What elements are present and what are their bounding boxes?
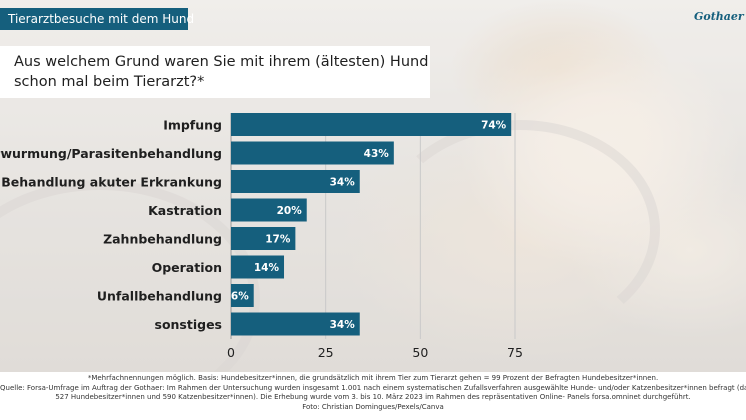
footer-notes: *Mehrfachnennungen möglich. Basis: Hunde… [0, 374, 746, 420]
question-line-1: Aus welchem Grund waren Sie mit ihrem (ä… [14, 54, 429, 70]
x-tick-label: 0 [227, 345, 235, 360]
bar [231, 227, 296, 250]
footer-source: Quelle: Forsa-Umfrage im Auftrag der Got… [0, 383, 746, 392]
category-label: Impfung [163, 118, 222, 133]
bar [231, 113, 512, 136]
category-label: Unfallbehandlung [97, 289, 222, 304]
footer-source-cont: 527 Hundebesitzer*innen und 590 Katzenbe… [55, 393, 691, 402]
data-label: 14% [254, 262, 280, 274]
category-label: Zahnbehandlung [103, 232, 222, 247]
question-line-2: schon mal beim Tierarzt?* [14, 74, 205, 90]
category-label: Operation [152, 260, 222, 275]
question-box: Aus welchem Grund waren Sie mit ihrem (ä… [0, 46, 430, 98]
bar [231, 141, 394, 165]
data-label: 34% [330, 319, 356, 331]
x-tick-label: 25 [318, 345, 334, 360]
bar [231, 312, 360, 336]
bar [231, 198, 307, 222]
data-label: 74% [481, 120, 507, 132]
category-label: sonstiges [155, 317, 223, 332]
data-label: 20% [277, 205, 303, 217]
category-label: Behandlung akuter Erkrankung [1, 175, 222, 190]
bar [231, 284, 254, 307]
x-tick-label: 50 [412, 345, 428, 360]
data-label: 43% [364, 148, 390, 160]
bar [231, 255, 285, 279]
category-label: Kastration [148, 203, 222, 218]
category-label: Entwurmung/Parasitenbehandlung [0, 146, 222, 161]
brand-logo: Gothaer [694, 10, 744, 23]
data-label: 6% [231, 291, 249, 303]
data-label: 34% [330, 177, 356, 189]
x-tick-label: 75 [507, 345, 523, 360]
footer-photo-credit: Foto: Christian Domingues/Pexels/Canva [302, 402, 444, 411]
bar [231, 170, 360, 193]
footer-note: *Mehrfachnennungen möglich. Basis: Hunde… [87, 374, 659, 382]
header-tag: Tierarztbesuche mit dem Hund [0, 8, 194, 30]
data-label: 17% [265, 234, 291, 246]
bar-chart: 0 25 50 75 Impfung 74% Entwurmung/Parasitenbeh… [0, 113, 523, 360]
